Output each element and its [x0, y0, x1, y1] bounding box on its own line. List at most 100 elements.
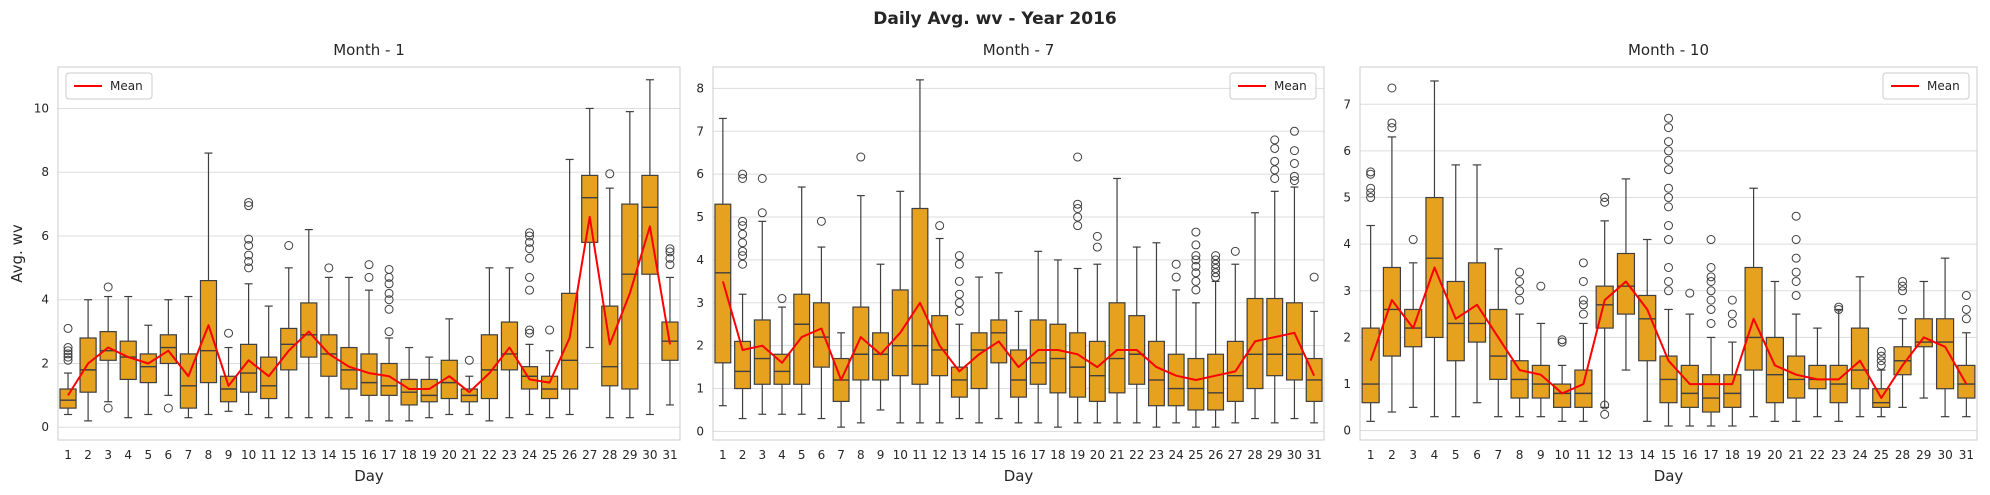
outlier-point	[1727, 318, 1737, 328]
outlier-point	[1791, 253, 1801, 263]
iqr-box	[872, 332, 890, 381]
iqr-box	[793, 293, 811, 385]
box-day-15	[340, 276, 358, 419]
x-tick-label: 24	[522, 448, 537, 462]
x-tick-label: 23	[1831, 448, 1846, 462]
outlier-point	[1664, 165, 1673, 175]
y-tick-label: 1	[1343, 377, 1351, 391]
outlier-point	[364, 260, 374, 270]
outlier-point	[1898, 276, 1908, 286]
box-day-24	[1850, 276, 1870, 418]
outlier-point	[1073, 199, 1083, 209]
x-tick-label: 2	[84, 448, 92, 462]
outlier-point	[1387, 118, 1397, 128]
x-tick-label: 8	[205, 448, 213, 462]
outlier-point	[1211, 251, 1221, 261]
y-axis-label: Avg. wv	[8, 224, 26, 283]
outlier-point	[1898, 304, 1908, 314]
x-tick-label: 20	[1090, 448, 1105, 462]
iqr-box	[1723, 374, 1742, 408]
x-tick-label: 16	[361, 448, 376, 462]
x-tick-label: 12	[1597, 448, 1612, 462]
outlier-point	[1270, 173, 1280, 183]
outlier-point	[324, 263, 334, 273]
outlier-point	[384, 264, 394, 274]
x-tick-label: 15	[991, 448, 1006, 462]
outlier-point	[1515, 286, 1525, 296]
x-tick-label: 6	[165, 448, 173, 462]
x-tick-label: 9	[225, 448, 233, 462]
box-day-28	[1246, 212, 1264, 420]
iqr-box	[119, 340, 137, 381]
iqr-box	[1680, 364, 1699, 408]
x-tick-label: 19	[422, 448, 437, 462]
outlier-point	[1706, 295, 1716, 305]
panel-title: Month - 1	[333, 41, 405, 59]
x-tick-label: 30	[642, 448, 657, 462]
outlier-point	[244, 250, 254, 260]
x-tick-label: 17	[1031, 448, 1046, 462]
iqr-box	[1069, 332, 1087, 398]
y-tick-label: 7	[696, 124, 704, 138]
box-day-1	[59, 323, 77, 416]
outlier-point	[1706, 235, 1716, 245]
y-tick-label: 4	[41, 293, 49, 307]
legend-label: Mean	[1274, 79, 1307, 93]
box-day-14	[320, 263, 338, 419]
x-tick-label: 9	[877, 448, 885, 462]
box-day-12	[280, 241, 298, 419]
outlier-point	[1289, 126, 1299, 136]
iqr-box	[380, 362, 398, 396]
x-tick-label: 12	[281, 448, 296, 462]
x-tick-label: 8	[857, 448, 865, 462]
box-day-29	[621, 111, 639, 419]
outlier-point	[1664, 123, 1673, 133]
iqr-box	[1467, 262, 1487, 343]
x-tick-label: 3	[104, 448, 112, 462]
x-tick-label: 11	[1576, 448, 1591, 462]
y-tick-label: 4	[696, 253, 704, 267]
outlier-point	[63, 343, 73, 353]
iqr-box	[1147, 340, 1165, 407]
outlier-point	[954, 306, 964, 316]
box-day-3	[753, 173, 771, 415]
outlier-point	[1092, 231, 1102, 241]
x-tick-label: 18	[401, 448, 416, 462]
outlier-point	[1834, 302, 1844, 312]
x-tick-label: 31	[662, 448, 677, 462]
y-tick-label: 5	[696, 210, 704, 224]
x-tick-label: 24	[1169, 448, 1184, 462]
iqr-box	[1765, 336, 1784, 404]
axes-frame	[1359, 66, 1978, 441]
outlier-point	[1289, 171, 1299, 181]
x-tick-label: 8	[1516, 448, 1524, 462]
outlier-point	[1664, 202, 1673, 212]
x-tick-label: 26	[562, 448, 577, 462]
outlier-point	[384, 279, 394, 289]
x-tick-label: 16	[1011, 448, 1026, 462]
outlier-point	[1664, 286, 1673, 296]
box-day-19	[420, 356, 438, 419]
x-tick-label: 4	[778, 448, 786, 462]
outlier-point	[1664, 146, 1673, 156]
outlier-point	[1211, 259, 1221, 269]
outlier-point	[856, 152, 866, 162]
outlier-point	[1191, 227, 1201, 237]
outlier-point	[1536, 281, 1546, 291]
outlier-point	[935, 221, 945, 231]
outlier-point	[1876, 360, 1886, 370]
outlier-point	[1664, 276, 1673, 286]
x-tick-label: 4	[1431, 448, 1439, 462]
outlier-point	[63, 323, 73, 333]
y-tick-label: 1	[696, 382, 704, 396]
outlier-point	[1211, 272, 1221, 282]
outlier-point	[1706, 304, 1716, 314]
iqr-box	[734, 340, 752, 390]
mean-line	[67, 215, 671, 396]
x-tick-label: 2	[1388, 448, 1396, 462]
axes-frame	[57, 66, 681, 441]
outlier-point	[1685, 288, 1695, 298]
